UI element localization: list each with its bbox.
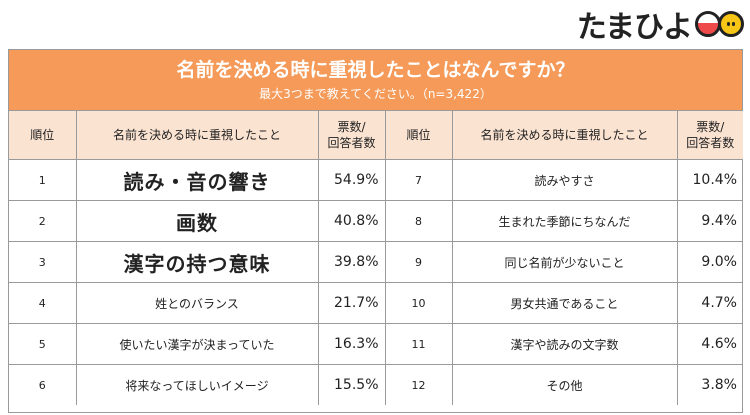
percent-cell: 39.8% <box>317 241 386 283</box>
header-rank: 順位 <box>9 111 77 160</box>
rank-cell: 2 <box>9 200 77 242</box>
table-row: 2 画数 40.8% 8 生まれた季節にちなんだ 9.4% <box>9 200 743 242</box>
brand-logo: たまひよ <box>576 4 744 45</box>
egg-mascot-icon <box>695 11 744 37</box>
rank-cell: 6 <box>9 364 77 405</box>
table-row: 4 姓とのバランス 21.7% 10 男女共通であること 4.7% <box>9 282 743 324</box>
brand-name: たまひよ <box>576 10 693 45</box>
chick-face-icon <box>718 11 744 37</box>
survey-note: 最大3つまで教えてください。（n=3,422） <box>259 87 492 101</box>
item-cell: 読み・音の響き <box>75 159 319 201</box>
header-votes: 票数/ 回答者数 <box>317 111 386 160</box>
percent-cell: 15.5% <box>317 364 386 405</box>
header-item: 名前を決める時に重視したこと <box>451 111 678 160</box>
item-cell: 同じ名前が少ないこと <box>451 241 678 283</box>
rank-cell: 9 <box>384 241 453 283</box>
rank-cell: 4 <box>9 282 77 324</box>
rank-cell: 11 <box>384 323 453 365</box>
percent-cell: 40.8% <box>317 200 386 242</box>
rank-cell: 8 <box>384 200 453 242</box>
item-cell: 漢字の持つ意味 <box>75 241 319 283</box>
item-cell: 姓とのバランス <box>75 282 319 324</box>
rank-cell: 1 <box>9 159 77 201</box>
rank-cell: 10 <box>384 282 453 324</box>
percent-cell: 3.8% <box>676 364 743 405</box>
percent-cell: 4.7% <box>676 282 743 324</box>
item-cell: 生まれた季節にちなんだ <box>451 200 678 242</box>
percent-cell: 9.4% <box>676 200 743 242</box>
header-item: 名前を決める時に重視したこと <box>75 111 319 160</box>
percent-cell: 4.6% <box>676 323 743 365</box>
survey-question: 名前を決める時に重視したことはなんですか？ <box>176 59 575 81</box>
table-row: 1 読み・音の響き 54.9% 7 読みやすさ 10.4% <box>9 159 743 201</box>
item-cell: 男女共通であること <box>451 282 678 324</box>
rank-cell: 5 <box>9 323 77 365</box>
percent-cell: 21.7% <box>317 282 386 324</box>
table-row: 3 漢字の持つ意味 39.8% 9 同じ名前が少ないこと 9.0% <box>9 241 743 283</box>
survey-banner: 名前を決める時に重視したことはなんですか？ 最大3つまで教えてください。（n=3… <box>9 50 742 111</box>
ranking-table: 順位 名前を決める時に重視したこと 票数/ 回答者数 順位 名前を決める時に重視… <box>9 111 743 405</box>
table-header-row: 順位 名前を決める時に重視したこと 票数/ 回答者数 順位 名前を決める時に重視… <box>9 111 743 160</box>
item-cell: 画数 <box>75 200 319 242</box>
percent-cell: 16.3% <box>317 323 386 365</box>
item-cell: 将来なってほしいイメージ <box>75 364 319 405</box>
item-cell: 使いたい漢字が決まっていた <box>75 323 319 365</box>
percent-cell: 54.9% <box>317 159 386 201</box>
item-cell: 読みやすさ <box>451 159 678 201</box>
table-row: 6 将来なってほしいイメージ 15.5% 12 その他 3.8% <box>9 364 743 405</box>
survey-table-frame: 名前を決める時に重視したことはなんですか？ 最大3つまで教えてください。（n=3… <box>8 49 743 413</box>
table-row: 5 使いたい漢字が決まっていた 16.3% 11 漢字や読みの文字数 4.6% <box>9 323 743 365</box>
rank-cell: 7 <box>384 159 453 201</box>
item-cell: その他 <box>451 364 678 405</box>
header-rank: 順位 <box>384 111 453 160</box>
cracked-egg-icon <box>695 11 721 37</box>
percent-cell: 9.0% <box>676 241 743 283</box>
percent-cell: 10.4% <box>676 159 743 201</box>
header-votes: 票数/ 回答者数 <box>676 111 743 160</box>
item-cell: 漢字や読みの文字数 <box>451 323 678 365</box>
rank-cell: 3 <box>9 241 77 283</box>
rank-cell: 12 <box>384 364 453 405</box>
